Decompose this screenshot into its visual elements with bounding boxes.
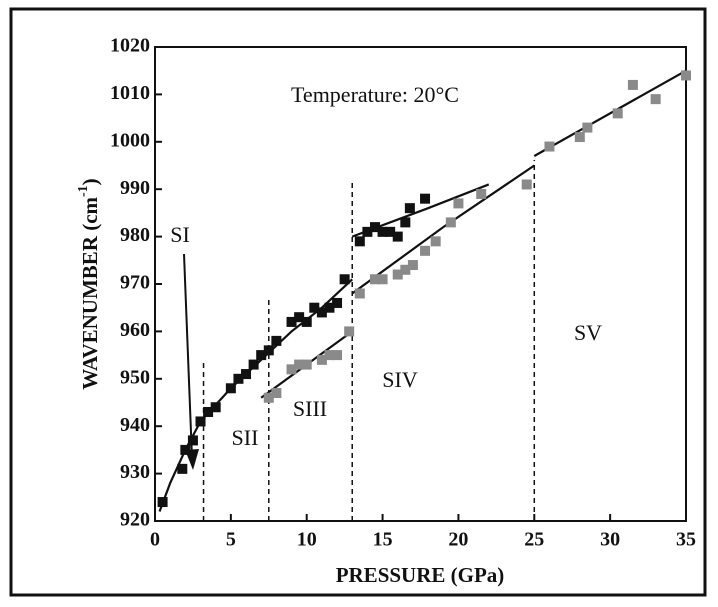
point (521, 179, 532, 190)
point (294, 312, 305, 323)
point (324, 302, 335, 313)
region-label: SIII (293, 396, 327, 421)
point (476, 188, 487, 199)
fit-line (351, 164, 535, 295)
point (241, 369, 252, 380)
arrow-head (185, 449, 199, 470)
point (233, 373, 244, 384)
x-tick-label: 15 (373, 529, 393, 551)
point (271, 335, 282, 346)
point (400, 217, 411, 228)
y-tick-label: 930 (120, 461, 150, 483)
x-tick-label: 0 (150, 529, 160, 551)
point (301, 359, 312, 370)
point (294, 359, 305, 370)
y-label-sup: -1 (76, 185, 91, 197)
point (344, 326, 355, 337)
region-label: SII (232, 425, 259, 450)
point (369, 274, 380, 285)
point (187, 435, 198, 446)
y-tick-label: 950 (120, 366, 150, 388)
point (286, 364, 297, 375)
point (681, 70, 691, 81)
point (339, 274, 350, 285)
point (324, 350, 335, 361)
point (362, 226, 373, 237)
x-tick-label: 35 (676, 529, 696, 551)
point (582, 122, 593, 133)
region-label: SI (170, 222, 190, 247)
y-tick-label: 1020 (110, 35, 150, 57)
point (420, 245, 431, 256)
y-tick-label: 1000 (110, 129, 150, 151)
point (377, 274, 388, 285)
point (377, 226, 388, 237)
point (574, 132, 585, 143)
fit-line (533, 69, 687, 157)
x-tick-label: 30 (600, 529, 620, 551)
x-axis-label: PRESSURE (GPa) (336, 563, 505, 587)
y-tick-label: 970 (120, 272, 150, 294)
frame (9, 7, 707, 597)
point (248, 359, 259, 370)
point (369, 222, 380, 233)
arrow (183, 253, 193, 459)
point (271, 388, 282, 399)
point (407, 260, 418, 271)
point (332, 297, 343, 308)
y-label-end: ) (78, 178, 102, 185)
point (309, 302, 320, 313)
y-tick-label: 1010 (110, 82, 150, 104)
point (180, 444, 191, 455)
y-label-main: WAVENUMBER (cm (78, 196, 102, 389)
point (177, 463, 188, 474)
point (210, 402, 221, 413)
point (420, 193, 431, 204)
point (445, 217, 456, 228)
annotation: Temperature: 20°C (291, 82, 459, 107)
point (301, 316, 312, 327)
point (392, 269, 403, 280)
point (400, 264, 411, 275)
point (354, 236, 365, 247)
x-tick-label: 5 (226, 529, 236, 551)
point (263, 345, 274, 356)
point (404, 203, 415, 214)
point (332, 350, 343, 361)
x-tick-label: 20 (448, 529, 468, 551)
point (316, 354, 327, 365)
point (157, 497, 168, 508)
region-label: SIV (382, 367, 418, 392)
point (256, 350, 267, 361)
point (195, 416, 206, 427)
point (453, 198, 464, 209)
point (316, 307, 327, 318)
y-tick-label: 940 (120, 414, 150, 436)
point (430, 236, 441, 247)
point (225, 383, 236, 394)
point (286, 316, 297, 327)
y-tick-label: 960 (120, 319, 150, 341)
point (263, 392, 274, 403)
x-tick-label: 25 (524, 529, 544, 551)
x-tick-label: 10 (297, 529, 317, 551)
point (612, 108, 623, 119)
point (627, 79, 638, 90)
point (650, 94, 661, 105)
point (203, 406, 214, 417)
point (544, 141, 555, 152)
y-tick-label: 990 (120, 177, 150, 199)
point (354, 288, 365, 299)
y-axis-label: WAVENUMBER (cm-1) (76, 178, 102, 389)
y-tick-label: 920 (120, 509, 150, 531)
y-tick-label: 980 (120, 224, 150, 246)
region-label: SV (574, 320, 602, 345)
point (385, 226, 396, 237)
point (392, 231, 403, 242)
